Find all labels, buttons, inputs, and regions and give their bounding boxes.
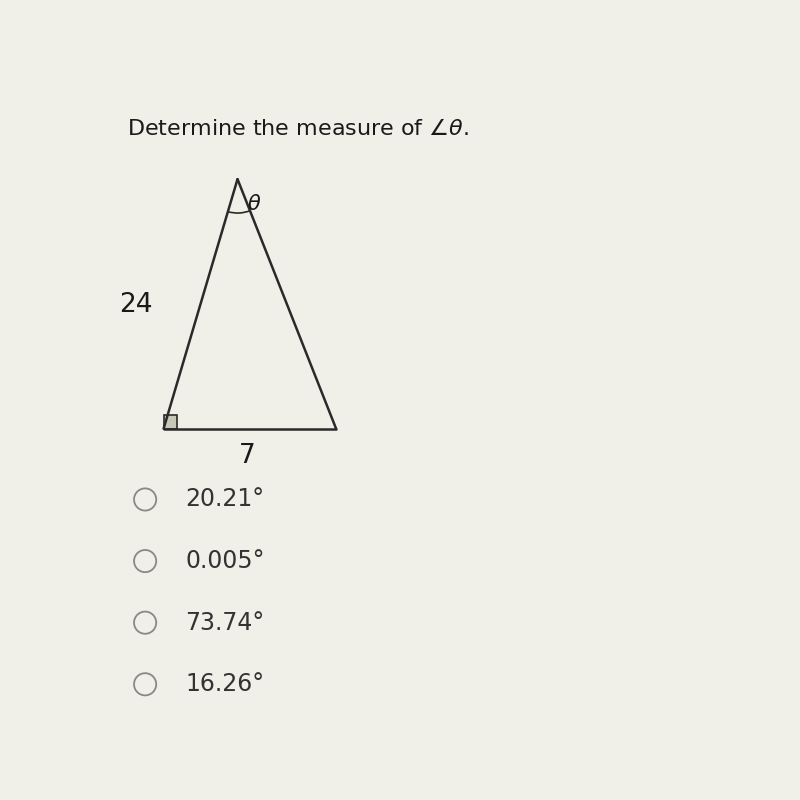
Text: Determine the measure of $\angle\theta$.: Determine the measure of $\angle\theta$. (126, 118, 469, 138)
Text: 7: 7 (238, 443, 255, 470)
Text: 24: 24 (119, 293, 153, 318)
Text: $\theta$: $\theta$ (246, 194, 261, 214)
Text: 20.21°: 20.21° (185, 487, 264, 511)
Bar (163, 415, 177, 429)
Text: 16.26°: 16.26° (185, 672, 264, 696)
Text: 0.005°: 0.005° (185, 549, 265, 573)
Text: 73.74°: 73.74° (185, 610, 265, 634)
